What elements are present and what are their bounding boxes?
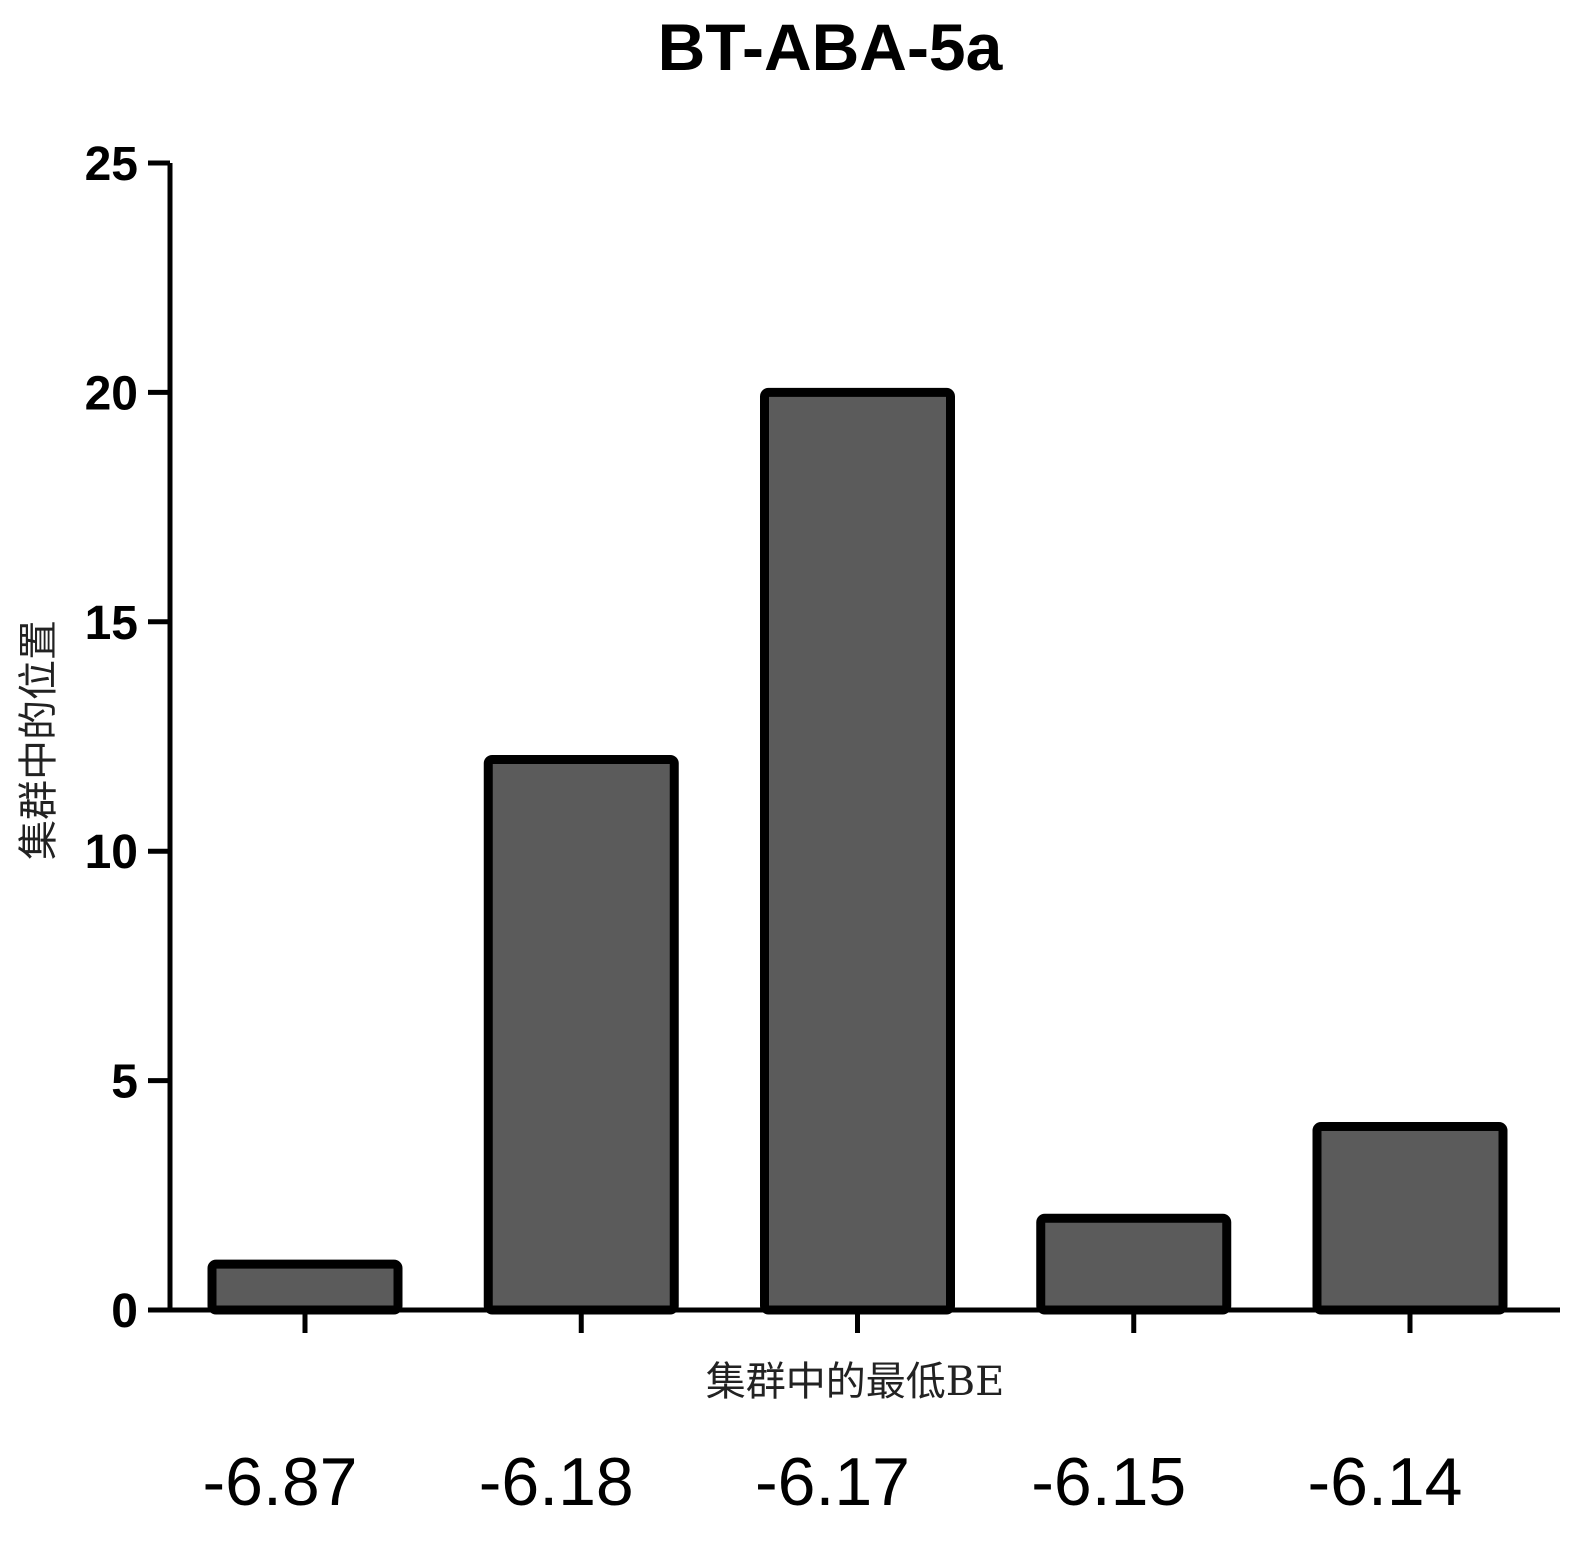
chart-title: BT-ABA-5a (658, 10, 1004, 84)
y-axis-label: 集群中的位置 (16, 620, 62, 860)
x-axis-ticks: -6.87 -6.18 -6.17 -6.15 -6.14 (203, 1310, 1463, 1520)
y-tick-label: 25 (85, 138, 138, 191)
bar (1312, 1121, 1508, 1315)
x-tick-label: -6.14 (1308, 1444, 1463, 1520)
bar (760, 387, 955, 1315)
y-tick-label: 10 (85, 826, 138, 879)
bar (207, 1259, 403, 1315)
bar (483, 754, 679, 1315)
x-tick-label: -6.15 (1031, 1444, 1186, 1520)
bar (1036, 1213, 1232, 1315)
y-tick-label: 5 (111, 1056, 138, 1109)
x-tick-label: -6.87 (203, 1444, 358, 1520)
x-tick-label: -6.18 (479, 1444, 634, 1520)
y-tick-label: 20 (85, 367, 138, 420)
y-tick-label: 15 (85, 597, 138, 650)
bars (207, 387, 1508, 1315)
x-axis-label: 集群中的最低BE (706, 1359, 1005, 1405)
x-tick-label: -6.17 (755, 1444, 910, 1520)
y-tick-label: 0 (111, 1285, 138, 1338)
y-axis-ticks: 0 5 10 15 20 25 (85, 138, 170, 1338)
